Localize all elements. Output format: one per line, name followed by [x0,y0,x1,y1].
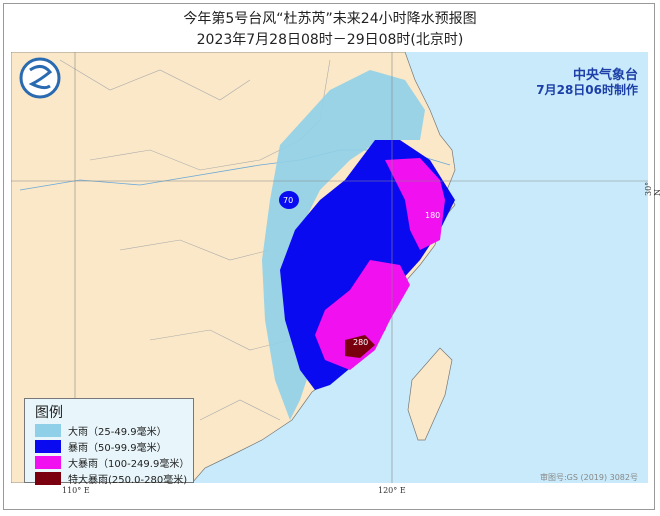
legend-item-heavy-rainstorm: 大暴雨（100-249.9毫米） [35,454,193,470]
legend-label: 大雨（25-49.9毫米） [68,426,167,438]
legend-swatch [35,471,61,485]
legend: 图例 大雨（25-49.9毫米） 暴雨（50-99.9毫米） 大暴雨（100-2… [24,398,194,486]
legend-swatch [35,439,61,453]
legend-item-extreme-rainstorm: 特大暴雨(250.0-280毫米) [35,470,193,486]
agency-name: 中央气象台 [572,68,638,83]
lon-110-label: 110° E [62,486,90,495]
legend-swatch [35,423,61,437]
taiwan [407,347,453,441]
rain-heavy-rainstorm-south [315,260,410,370]
legend-item-rainstorm: 暴雨（50-99.9毫米） [35,438,193,454]
value-label-70: 70 [283,196,294,205]
cma-logo-mark [28,65,53,90]
frame [3,3,655,510]
issued-time: 7月28日06时制作 [536,83,638,97]
map-title: 今年第5号台风“杜苏芮”未来24小时降水预报图 [183,11,477,27]
province-borders [59,59,331,421]
approval-number: 审图号:GS (2019) 3082号 [539,473,638,482]
legend-label: 暴雨（50-99.9毫米） [68,442,167,454]
value-label-180: 180 [425,211,441,220]
legend-title: 图例 [35,405,63,421]
rain-heavy [262,70,425,420]
legend-label: 大暴雨（100-249.9毫米） [68,458,190,470]
value-label-280: 280 [353,338,369,347]
legend-item-heavy-rain: 大雨（25-49.9毫米） [35,422,193,438]
legend-swatch [35,455,61,469]
lat-30-label: 30° N [644,181,660,196]
rain-extreme [345,335,375,358]
lon-120-label: 120° E [378,486,406,495]
legend-label: 特大暴雨(250.0-280毫米) [68,474,188,486]
rain-rainstorm-small [279,191,299,209]
map-subtitle: 2023年7月28日08时－29日08时(北京时) [196,32,464,48]
